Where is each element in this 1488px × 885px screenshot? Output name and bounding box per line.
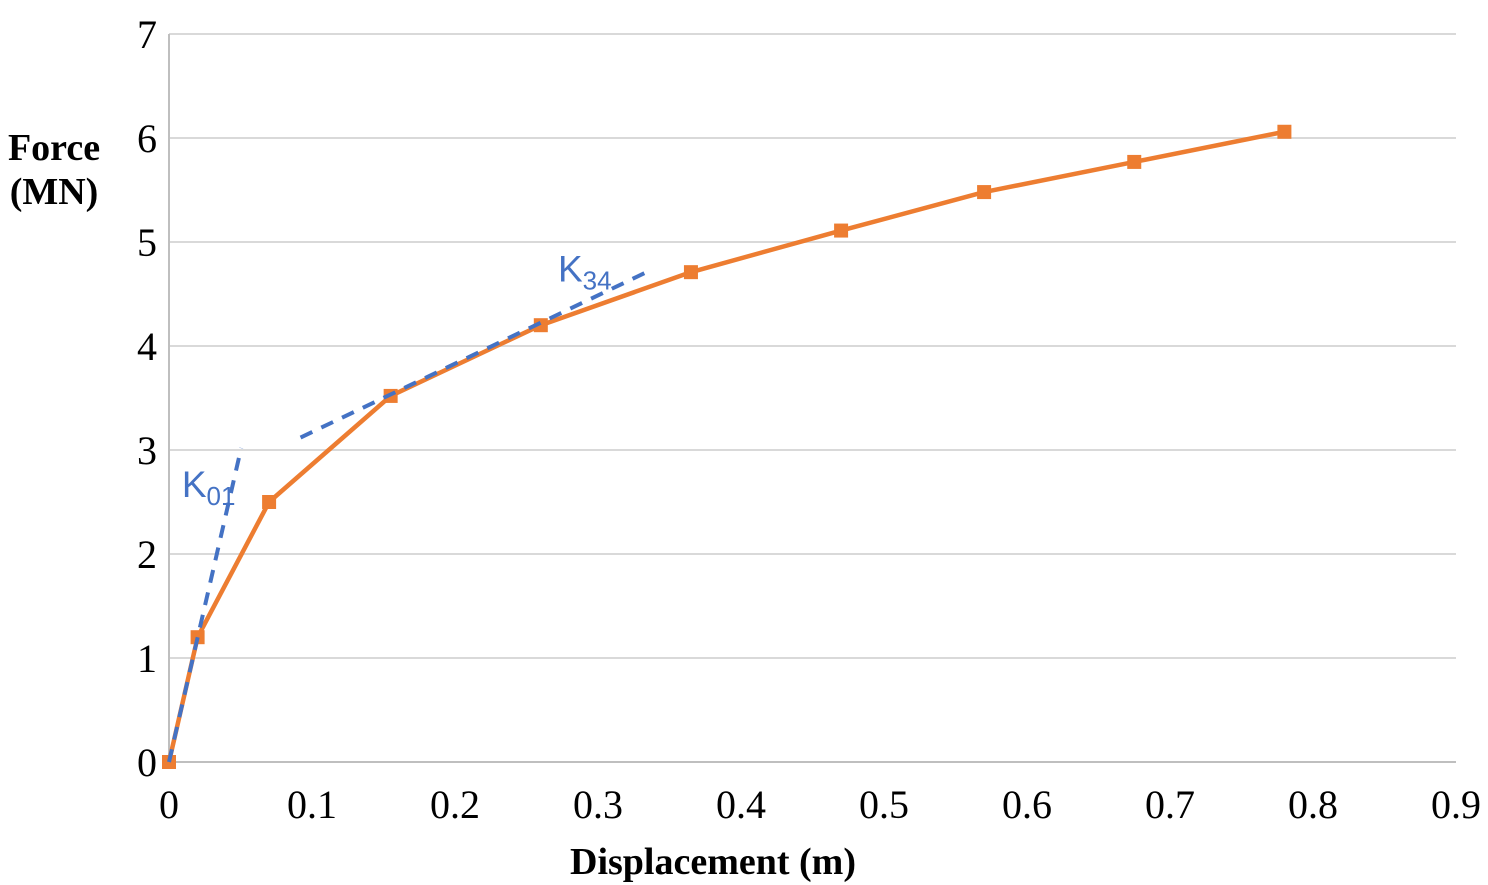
k01-label: K01 bbox=[182, 464, 236, 511]
x-tick-label: 0.6 bbox=[1002, 782, 1052, 827]
data-point-marker bbox=[262, 495, 277, 509]
y-axis-title-line2: (MN) bbox=[9, 171, 99, 213]
y-tick-label: 6 bbox=[137, 116, 157, 161]
data-point-marker bbox=[834, 223, 849, 238]
data-point-marker bbox=[533, 318, 548, 333]
data-point-marker bbox=[977, 185, 992, 200]
k01-tangent-line bbox=[167, 447, 244, 763]
data-point-marker bbox=[1127, 154, 1142, 169]
x-tick-label: 0.2 bbox=[430, 782, 480, 827]
data-point-marker bbox=[683, 265, 698, 280]
x-tick-label: 0.7 bbox=[1145, 782, 1195, 827]
x-tick-label: 0.8 bbox=[1288, 782, 1338, 827]
x-tick-label: 0.9 bbox=[1431, 782, 1481, 827]
x-axis-title: Displacement (m) bbox=[570, 841, 856, 883]
y-tick-label: 5 bbox=[137, 220, 157, 265]
y-tick-label: 4 bbox=[137, 324, 157, 369]
x-tick-label: 0 bbox=[159, 782, 179, 827]
y-axis-title: Force (MN) bbox=[2, 126, 106, 214]
y-tick-label: 7 bbox=[137, 12, 157, 57]
x-tick-label: 0.1 bbox=[287, 782, 337, 827]
k34-label: K34 bbox=[558, 249, 612, 296]
y-tick-label: 3 bbox=[137, 428, 157, 473]
y-tick-label: 2 bbox=[137, 532, 157, 577]
k34-tangent-line bbox=[299, 268, 652, 440]
y-axis-title-line1: Force bbox=[7, 127, 101, 169]
y-tick-label: 0 bbox=[137, 740, 157, 785]
series-line bbox=[166, 129, 1287, 765]
x-tick-label: 0.3 bbox=[573, 782, 623, 827]
data-point-marker bbox=[190, 630, 205, 645]
data-point-marker bbox=[1277, 124, 1292, 139]
x-tick-label: 0.4 bbox=[716, 782, 766, 827]
y-tick-label: 1 bbox=[137, 636, 157, 681]
x-tick-label: 0.5 bbox=[859, 782, 909, 827]
